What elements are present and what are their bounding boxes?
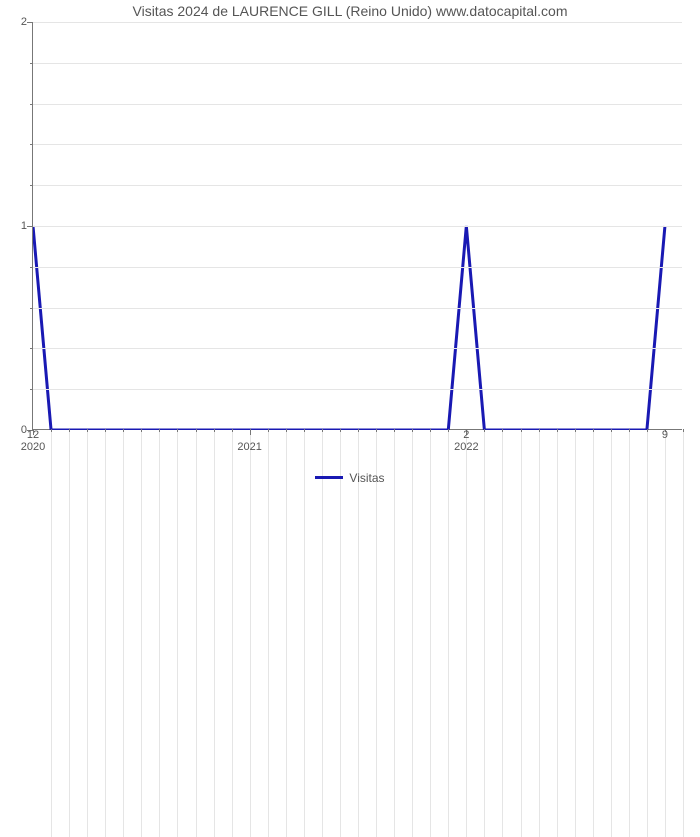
x-value-annotation: 2 [463,429,469,441]
x-tick-label: 2021 [237,429,261,453]
plot-area: 0122020202120221229 [32,22,682,430]
series-line [33,226,665,430]
x-value-annotation: 9 [662,429,668,441]
x-value-annotation: 12 [27,429,39,441]
legend: Visitas [0,470,700,485]
y-tick-label: 1 [21,220,33,232]
y-tick-label: 2 [21,16,33,28]
legend-label: Visitas [349,471,384,485]
chart-title: Visitas 2024 de LAURENCE GILL (Reino Uni… [0,3,700,19]
legend-swatch [315,476,343,479]
